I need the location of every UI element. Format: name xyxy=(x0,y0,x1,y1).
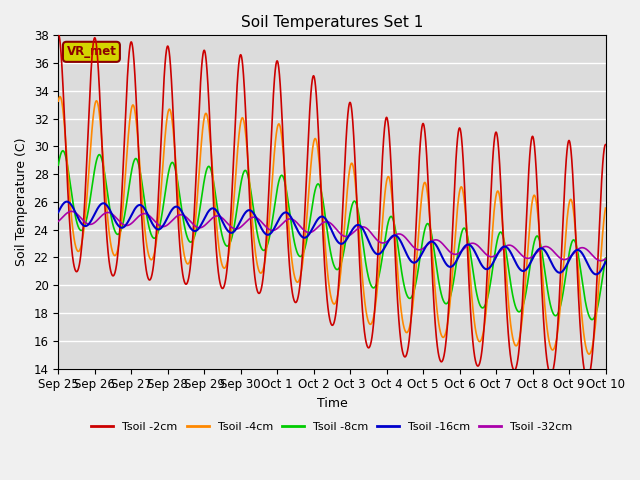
Tsoil -8cm xyxy=(54,162,62,168)
Tsoil -32cm xyxy=(591,255,599,261)
Tsoil -2cm xyxy=(584,376,591,382)
Tsoil -16cm xyxy=(602,259,609,265)
Tsoil -16cm xyxy=(54,209,62,215)
Legend: Tsoil -2cm, Tsoil -4cm, Tsoil -8cm, Tsoil -16cm, Tsoil -32cm: Tsoil -2cm, Tsoil -4cm, Tsoil -8cm, Tsoi… xyxy=(87,418,577,436)
Title: Soil Temperatures Set 1: Soil Temperatures Set 1 xyxy=(241,15,423,30)
Line: Tsoil -32cm: Tsoil -32cm xyxy=(58,211,605,261)
Tsoil -2cm xyxy=(149,265,157,271)
Tsoil -2cm xyxy=(264,202,272,208)
X-axis label: Time: Time xyxy=(317,397,348,410)
Tsoil -8cm xyxy=(264,239,272,245)
Tsoil -4cm xyxy=(150,254,157,260)
Tsoil -32cm xyxy=(68,208,76,214)
Tsoil -32cm xyxy=(597,258,605,264)
Tsoil -4cm xyxy=(56,94,64,99)
Tsoil -16cm xyxy=(63,199,70,204)
Tsoil -2cm xyxy=(117,213,125,218)
Tsoil -2cm xyxy=(54,31,62,36)
Tsoil -4cm xyxy=(264,229,272,235)
Tsoil -16cm xyxy=(591,271,599,277)
Tsoil -32cm xyxy=(150,217,157,223)
Tsoil -8cm xyxy=(588,317,596,323)
Tsoil -16cm xyxy=(264,232,272,238)
Tsoil -4cm xyxy=(532,197,540,203)
Tsoil -32cm xyxy=(288,216,296,222)
Tsoil -2cm xyxy=(591,316,599,322)
Tsoil -32cm xyxy=(602,256,609,262)
Line: Tsoil -2cm: Tsoil -2cm xyxy=(58,34,605,379)
Tsoil -8cm xyxy=(117,228,125,233)
Line: Tsoil -8cm: Tsoil -8cm xyxy=(58,151,605,320)
Tsoil -16cm xyxy=(592,272,600,277)
Tsoil -8cm xyxy=(532,234,540,240)
Tsoil -2cm xyxy=(602,142,609,147)
Tsoil -4cm xyxy=(54,98,62,104)
Tsoil -32cm xyxy=(54,218,62,224)
Tsoil -8cm xyxy=(591,313,599,319)
Tsoil -4cm xyxy=(585,351,593,357)
Tsoil -2cm xyxy=(288,287,296,292)
Tsoil -16cm xyxy=(150,222,157,228)
Tsoil -4cm xyxy=(602,205,609,211)
Tsoil -16cm xyxy=(288,216,296,222)
Y-axis label: Soil Temperature (C): Soil Temperature (C) xyxy=(15,138,28,266)
Tsoil -16cm xyxy=(117,225,125,230)
Tsoil -8cm xyxy=(288,226,296,232)
Text: VR_met: VR_met xyxy=(67,45,116,59)
Tsoil -4cm xyxy=(591,325,599,331)
Tsoil -8cm xyxy=(150,235,157,241)
Tsoil -8cm xyxy=(602,255,609,261)
Line: Tsoil -4cm: Tsoil -4cm xyxy=(58,96,605,354)
Tsoil -32cm xyxy=(117,220,125,226)
Tsoil -4cm xyxy=(288,259,296,264)
Tsoil -16cm xyxy=(532,250,540,255)
Line: Tsoil -16cm: Tsoil -16cm xyxy=(58,202,605,275)
Tsoil -4cm xyxy=(117,226,125,232)
Tsoil -8cm xyxy=(59,148,67,154)
Tsoil -2cm xyxy=(532,160,540,166)
Tsoil -32cm xyxy=(532,251,540,256)
Tsoil -32cm xyxy=(264,226,272,232)
